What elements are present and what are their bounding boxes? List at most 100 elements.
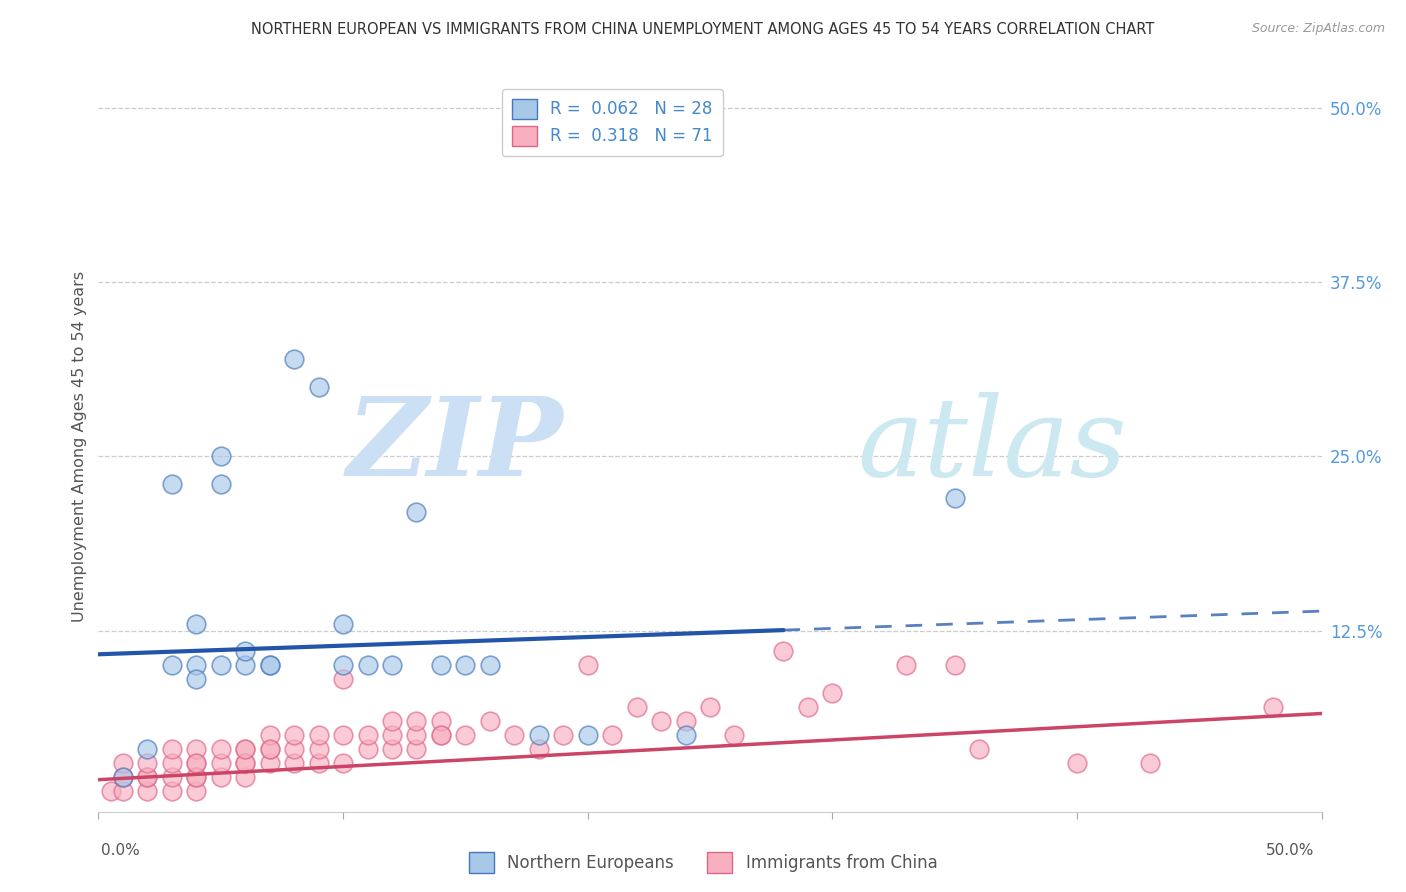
Y-axis label: Unemployment Among Ages 45 to 54 years: Unemployment Among Ages 45 to 54 years — [72, 270, 87, 622]
Point — [259, 728, 281, 742]
Point — [160, 784, 183, 798]
Point — [136, 756, 159, 770]
Point — [186, 658, 208, 673]
Point — [136, 784, 159, 798]
Point — [553, 728, 575, 742]
Point — [1139, 756, 1161, 770]
Point — [160, 477, 183, 491]
Point — [356, 742, 378, 756]
Point — [356, 728, 378, 742]
Point — [233, 644, 256, 658]
Point — [356, 658, 378, 673]
Point — [233, 742, 256, 756]
Point — [186, 770, 208, 784]
Point — [233, 756, 256, 770]
Point — [283, 756, 305, 770]
Point — [100, 784, 122, 798]
Point — [772, 644, 794, 658]
Point — [186, 784, 208, 798]
Point — [527, 742, 550, 756]
Text: 50.0%: 50.0% — [1267, 843, 1315, 858]
Point — [1066, 756, 1088, 770]
Point — [259, 658, 281, 673]
Point — [478, 658, 501, 673]
Point — [186, 770, 208, 784]
Point — [503, 728, 526, 742]
Point — [943, 658, 966, 673]
Point — [332, 756, 354, 770]
Point — [160, 756, 183, 770]
Point — [209, 477, 232, 491]
Point — [1261, 700, 1284, 714]
Point — [308, 728, 330, 742]
Point — [308, 756, 330, 770]
Point — [405, 728, 427, 742]
Point — [186, 756, 208, 770]
Point — [332, 673, 354, 687]
Point — [111, 784, 134, 798]
Point — [136, 742, 159, 756]
Point — [332, 658, 354, 673]
Text: atlas: atlas — [856, 392, 1126, 500]
Point — [405, 505, 427, 519]
Point — [111, 770, 134, 784]
Point — [186, 742, 208, 756]
Text: 0.0%: 0.0% — [101, 843, 141, 858]
Point — [209, 450, 232, 464]
Point — [209, 742, 232, 756]
Legend: Northern Europeans, Immigrants from China: Northern Europeans, Immigrants from Chin… — [463, 846, 943, 880]
Point — [527, 728, 550, 742]
Text: NORTHERN EUROPEAN VS IMMIGRANTS FROM CHINA UNEMPLOYMENT AMONG AGES 45 TO 54 YEAR: NORTHERN EUROPEAN VS IMMIGRANTS FROM CHI… — [252, 22, 1154, 37]
Point — [111, 770, 134, 784]
Point — [576, 658, 599, 673]
Point — [454, 728, 477, 742]
Text: ZIP: ZIP — [347, 392, 564, 500]
Point — [454, 658, 477, 673]
Point — [233, 756, 256, 770]
Point — [186, 616, 208, 631]
Legend: R =  0.062   N = 28, R =  0.318   N = 71: R = 0.062 N = 28, R = 0.318 N = 71 — [502, 88, 723, 156]
Point — [430, 728, 453, 742]
Point — [894, 658, 917, 673]
Point — [430, 658, 453, 673]
Point — [209, 658, 232, 673]
Point — [576, 728, 599, 742]
Point — [797, 700, 820, 714]
Point — [111, 756, 134, 770]
Point — [332, 728, 354, 742]
Point — [259, 742, 281, 756]
Point — [478, 714, 501, 728]
Point — [405, 714, 427, 728]
Point — [209, 770, 232, 784]
Point — [675, 728, 697, 742]
Point — [675, 714, 697, 728]
Point — [381, 742, 404, 756]
Point — [650, 714, 672, 728]
Point — [943, 491, 966, 506]
Point — [600, 728, 623, 742]
Point — [381, 658, 404, 673]
Text: Source: ZipAtlas.com: Source: ZipAtlas.com — [1251, 22, 1385, 36]
Point — [405, 742, 427, 756]
Point — [233, 770, 256, 784]
Point — [283, 728, 305, 742]
Point — [699, 700, 721, 714]
Point — [160, 742, 183, 756]
Point — [381, 728, 404, 742]
Point — [430, 728, 453, 742]
Point — [233, 742, 256, 756]
Point — [381, 714, 404, 728]
Point — [136, 770, 159, 784]
Point — [259, 658, 281, 673]
Point — [332, 616, 354, 631]
Point — [723, 728, 745, 742]
Point — [430, 714, 453, 728]
Point — [283, 351, 305, 366]
Point — [259, 742, 281, 756]
Point — [186, 756, 208, 770]
Point — [160, 658, 183, 673]
Point — [136, 770, 159, 784]
Point — [233, 658, 256, 673]
Point — [821, 686, 844, 700]
Point — [209, 756, 232, 770]
